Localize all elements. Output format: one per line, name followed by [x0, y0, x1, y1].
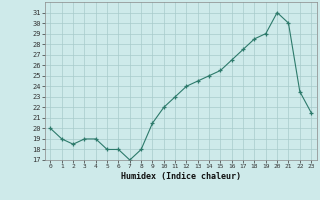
X-axis label: Humidex (Indice chaleur): Humidex (Indice chaleur): [121, 172, 241, 181]
